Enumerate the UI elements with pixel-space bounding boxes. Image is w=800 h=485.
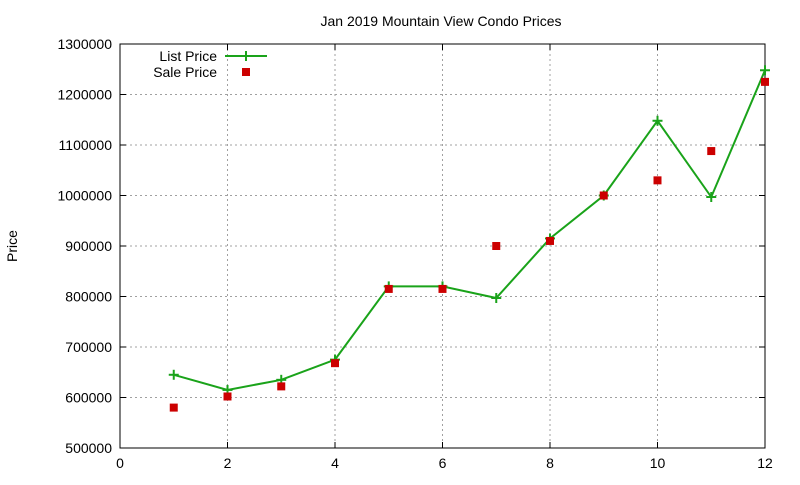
sale-price-point bbox=[653, 176, 662, 185]
list-price-point bbox=[652, 115, 663, 126]
axes: 0 2 4 6 8 10 12 500000 600000 700000 800000 900000 1… bbox=[57, 36, 773, 471]
x-tick-label: 8 bbox=[546, 455, 554, 471]
series-layer bbox=[168, 65, 770, 412]
sale-price-point bbox=[707, 147, 716, 156]
legend-label-list-price: List Price bbox=[159, 48, 217, 64]
list-price-series bbox=[168, 65, 770, 395]
y-tick-label: 1000000 bbox=[57, 188, 112, 204]
legend-marker-sale-price bbox=[242, 68, 250, 76]
x-tick-label: 6 bbox=[439, 455, 447, 471]
sale-price-point bbox=[384, 284, 393, 293]
sale-price-point bbox=[277, 382, 286, 391]
sale-price-point bbox=[546, 236, 554, 245]
grid-lines bbox=[120, 44, 765, 448]
y-tick-label: 500000 bbox=[65, 440, 112, 456]
x-tick-label: 2 bbox=[224, 455, 232, 471]
sale-price-point bbox=[438, 284, 447, 293]
chart-title: Jan 2019 Mountain View Condo Prices bbox=[320, 13, 561, 29]
y-tick-label: 800000 bbox=[65, 289, 112, 305]
sale-price-point bbox=[599, 191, 608, 200]
sale-price-point bbox=[492, 242, 501, 250]
sale-price-series bbox=[169, 77, 769, 412]
sale-price-point bbox=[223, 392, 232, 401]
x-tick-label: 0 bbox=[116, 455, 124, 471]
y-tick-label: 600000 bbox=[65, 390, 112, 406]
y-tick-label: 1200000 bbox=[57, 87, 112, 103]
y-axis-label: Price bbox=[4, 230, 20, 262]
list-price-point bbox=[491, 293, 502, 304]
sale-price-point bbox=[169, 403, 178, 412]
y-tick-label: 1300000 bbox=[57, 36, 112, 52]
x-tick-label: 4 bbox=[331, 455, 339, 471]
sale-price-point bbox=[331, 359, 339, 368]
x-tick-label: 10 bbox=[650, 455, 666, 471]
legend-label-sale-price: Sale Price bbox=[153, 64, 217, 80]
x-tick-label: 12 bbox=[757, 455, 773, 471]
list-price-point bbox=[706, 192, 717, 203]
legend-marker-list-price bbox=[241, 51, 251, 61]
y-tick-label: 700000 bbox=[65, 339, 112, 355]
y-tick-label: 900000 bbox=[65, 238, 112, 254]
list-price-point bbox=[760, 65, 770, 76]
list-price-line bbox=[173, 69, 766, 391]
y-tick-label: 1100000 bbox=[59, 137, 113, 153]
sale-price-point bbox=[761, 77, 769, 86]
list-price-point bbox=[168, 369, 179, 380]
